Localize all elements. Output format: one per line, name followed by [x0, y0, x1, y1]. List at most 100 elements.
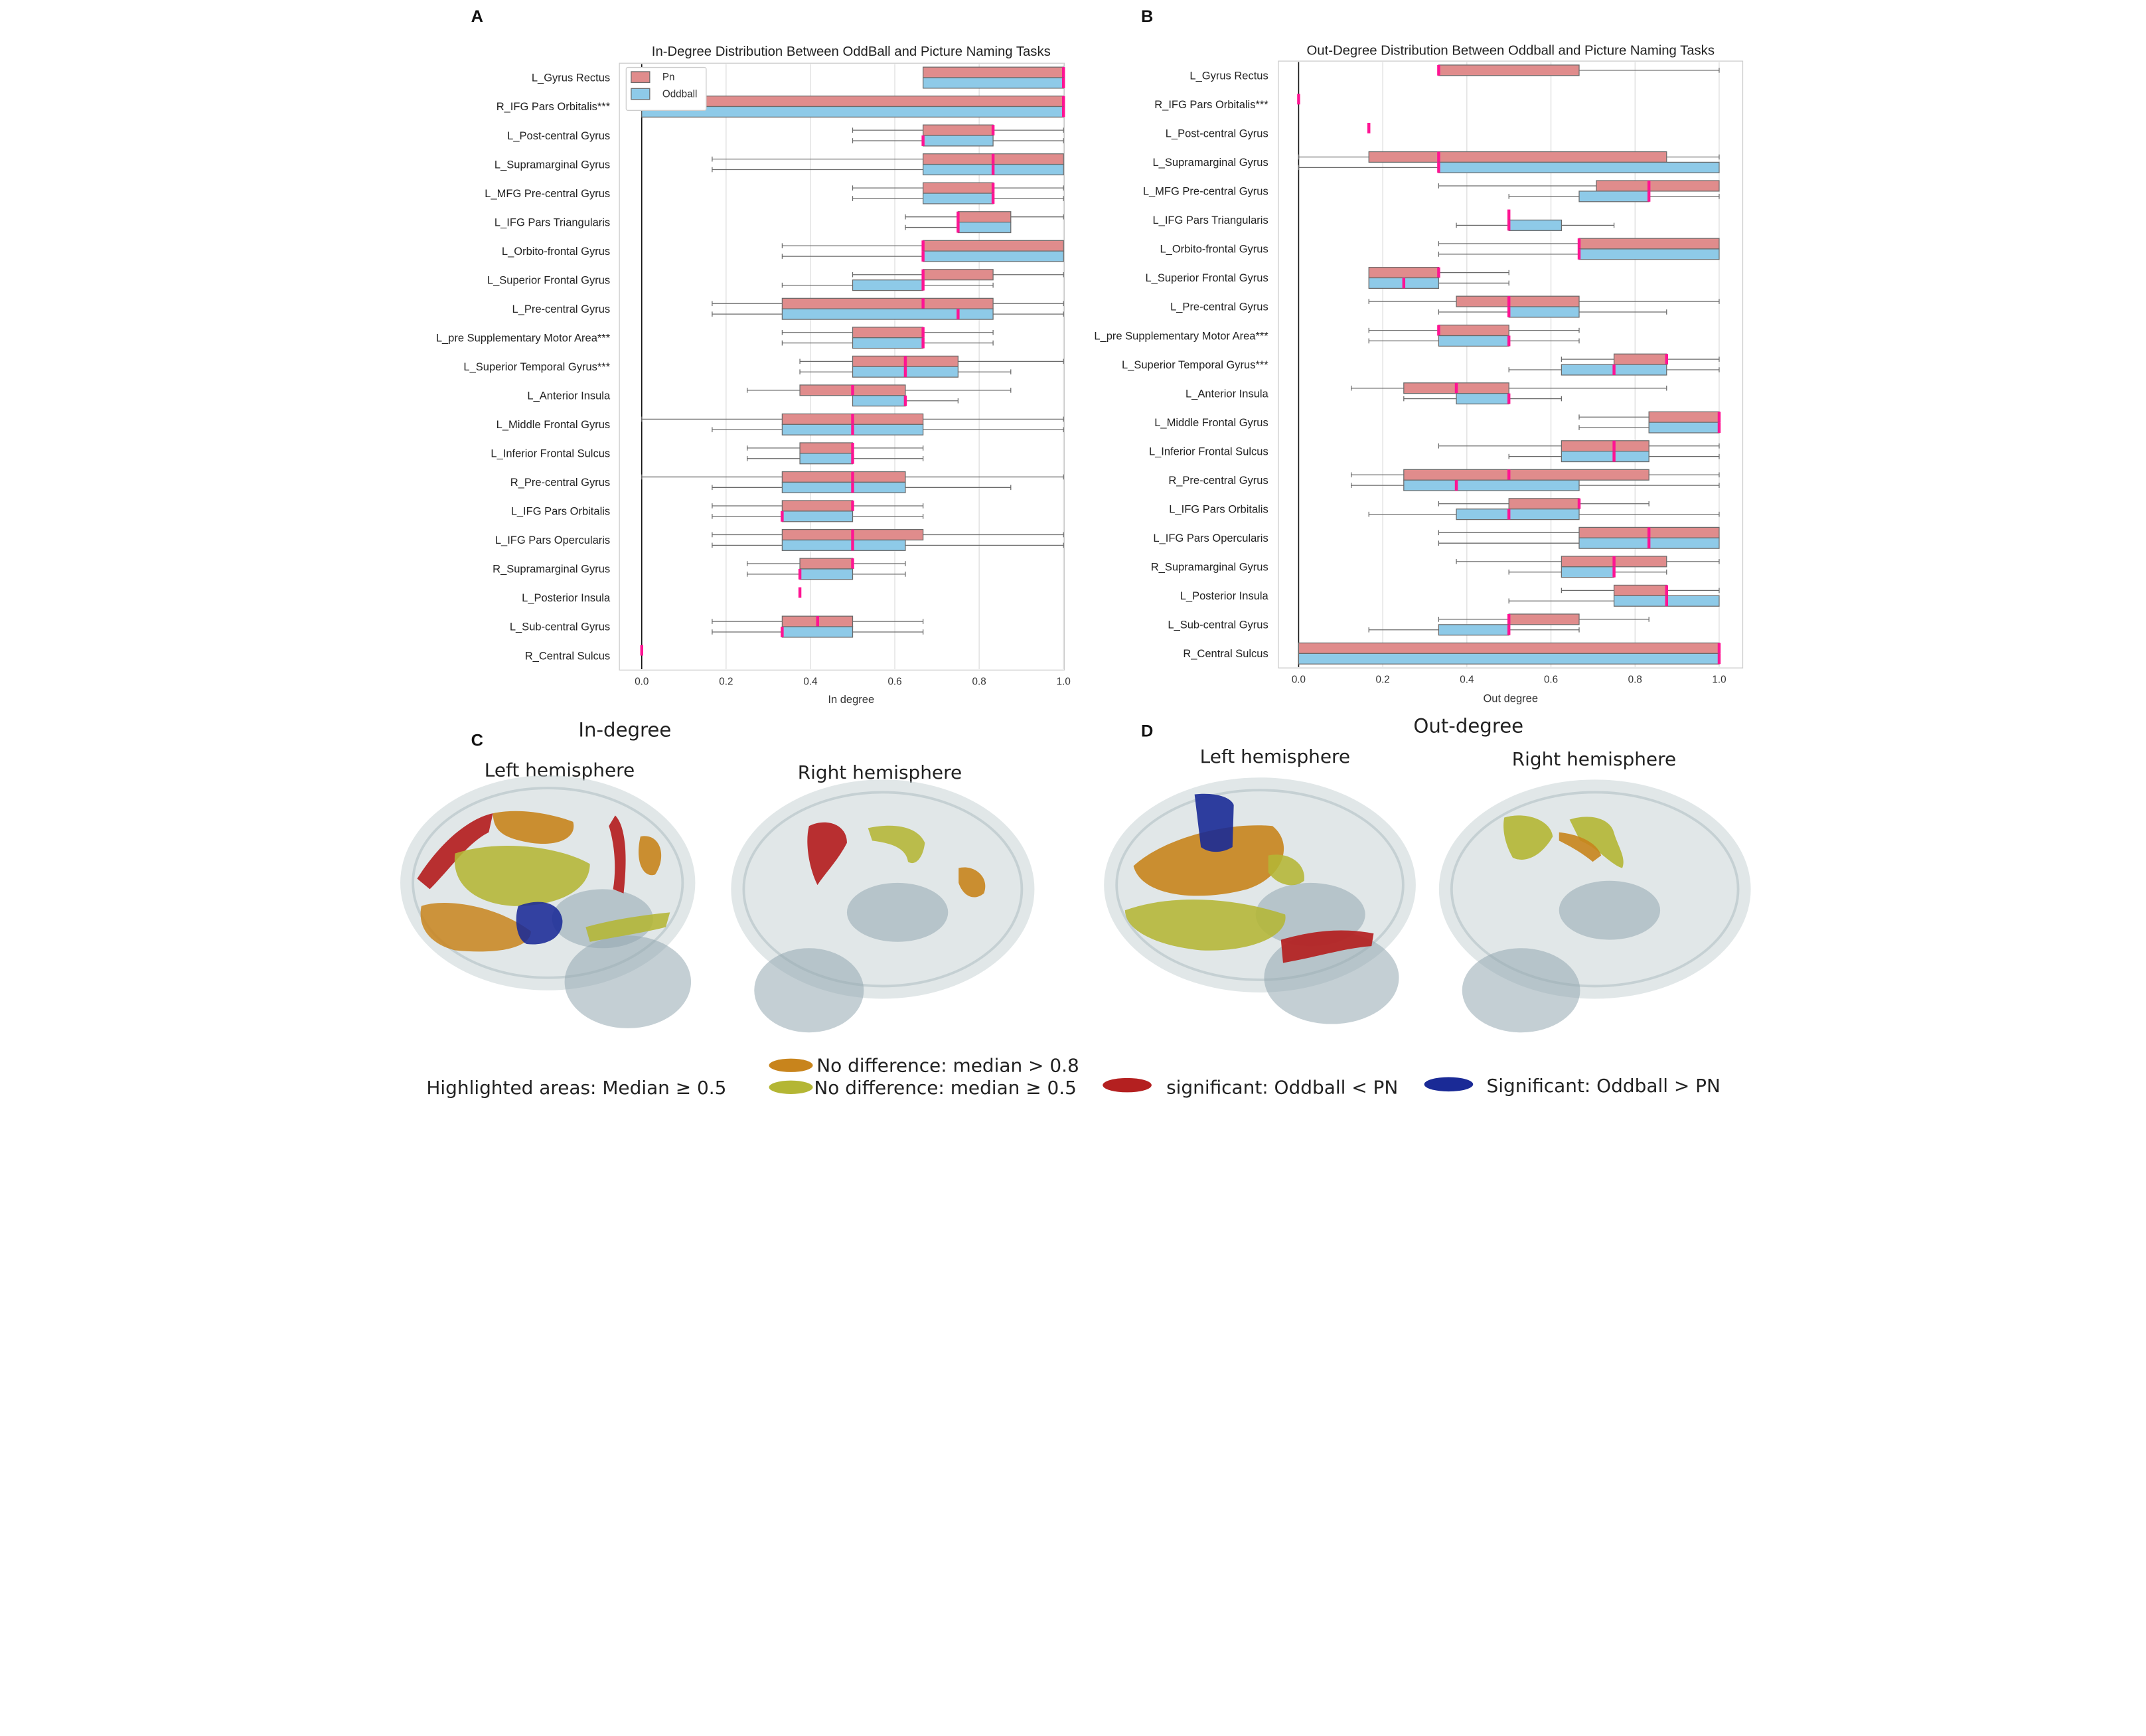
box-oddball: [1438, 161, 1720, 173]
box-pn: [781, 297, 994, 309]
key-label-sig-greater: Significant: Oddball > PN: [1487, 1075, 1721, 1097]
y-tick-label: L_Post-central Gyrus: [507, 130, 610, 142]
brain-glass-outline: [742, 791, 1024, 988]
box-oddball: [1456, 509, 1580, 520]
y-tick-label: R_Supramarginal Gyrus: [1151, 562, 1268, 574]
key-swatch-no-diff-mid: [769, 1080, 813, 1094]
region-sig-less-shape: [417, 813, 493, 890]
y-tick-label: L_IFG Pars Opercularis: [1153, 532, 1268, 544]
box-pn: [1298, 642, 1720, 655]
region-no-diff-mid-shape: [454, 846, 590, 906]
y-tick-label: L_Posterior Insula: [1180, 590, 1269, 602]
region-sig-greater-shape: [1194, 793, 1234, 852]
cerebellum-shape: [754, 948, 864, 1033]
x-tick-label: 0.8: [1628, 674, 1642, 685]
box-oddball: [1561, 566, 1615, 578]
x-tick-label: 0.2: [1376, 674, 1390, 685]
box-oddball: [781, 539, 906, 551]
panel-letter-a: A: [471, 7, 483, 26]
box-pn: [922, 182, 994, 194]
box-pn: [799, 558, 854, 570]
box-pn: [799, 442, 854, 454]
box-oddball: [1578, 191, 1649, 202]
region-no-diff-mid-shape: [1124, 900, 1286, 951]
y-tick-label: L_Superior Frontal Gyrus: [1145, 272, 1268, 284]
brain-c-left: [400, 775, 696, 1028]
key-caption: Highlighted areas: Median ≥ 0.5: [426, 1077, 726, 1099]
y-tick-label: L_Middle Frontal Gyrus: [1154, 417, 1268, 429]
x-tick-label: 0.6: [887, 676, 901, 688]
box-oddball: [781, 308, 994, 320]
x-tick-label: 0.0: [635, 676, 649, 688]
panel-letter-c: C: [471, 732, 483, 750]
region-no-diff-high-shape: [1133, 825, 1284, 896]
region-no-diff-mid-shape: [1503, 815, 1553, 860]
y-tick-label: R_Supramarginal Gyrus: [493, 564, 610, 576]
box-pn: [1508, 498, 1580, 510]
box-oddball: [1508, 219, 1563, 231]
y-tick-label: L_Posterior Insula: [522, 592, 611, 604]
box-pn: [922, 66, 1064, 78]
region-sig-less-shape: [609, 815, 626, 894]
box-pn: [1648, 411, 1720, 423]
y-tick-label: R_Pre-central Gyrus: [1168, 475, 1268, 487]
y-tick-label: R_Central Sulcus: [1183, 648, 1268, 660]
x-tick-label: 1.0: [1712, 674, 1726, 685]
box-oddball: [1648, 422, 1720, 434]
box-oddball: [852, 337, 924, 349]
box-pn: [957, 211, 1012, 223]
x-tick-label: 0.0: [1292, 674, 1306, 685]
brain-glass-outline: [1450, 791, 1740, 988]
y-tick-label: L_pre Supplementary Motor Area***: [1094, 330, 1268, 342]
region-no-diff-mid-shape: [1268, 854, 1304, 886]
x-tick-label: 0.6: [1544, 674, 1558, 685]
box-pn: [1578, 238, 1720, 250]
in-degree-title: In-degree: [578, 719, 671, 742]
box-oddball: [957, 221, 1012, 234]
x-tick-label: 0.4: [1460, 674, 1474, 685]
box-oddball: [922, 135, 994, 147]
box-pn: [1508, 613, 1580, 625]
box-pn: [1613, 353, 1667, 365]
legend-swatch-pn: [631, 71, 651, 84]
y-tick-label: L_Pre-central Gyrus: [1170, 301, 1268, 313]
deep-structure-shape: [846, 882, 949, 942]
cerebellum-shape: [1462, 948, 1580, 1033]
brain-c-right: [731, 779, 1035, 1033]
y-tick-label: L_Supramarginal Gyrus: [495, 159, 610, 171]
region-no-diff-mid-shape: [585, 912, 670, 942]
y-tick-label: L_pre Supplementary Motor Area***: [436, 332, 611, 344]
key-swatch-no-diff-high: [769, 1058, 813, 1072]
key-label-no-diff-mid: No difference: median ≥ 0.5: [814, 1077, 1077, 1099]
key-swatch-sig-less: [1103, 1077, 1152, 1093]
legend-label-oddball: Oddball: [662, 89, 697, 100]
chart-b-xlabel: Out degree: [1483, 693, 1538, 705]
region-no-diff-high-shape: [1559, 832, 1602, 862]
box-oddball: [781, 626, 854, 638]
box-pn: [1368, 151, 1667, 163]
chart-in-degree: In-Degree Distribution Between OddBall a…: [436, 44, 1071, 706]
region-no-diff-high-shape: [420, 903, 531, 952]
legend-swatch-oddball: [631, 88, 651, 100]
deep-structure-shape: [1255, 882, 1365, 947]
d-left-hemisphere-label: Left hemisphere: [1200, 746, 1350, 767]
box-pn: [1456, 295, 1580, 307]
key-label-sig-less: significant: Oddball < PN: [1166, 1076, 1398, 1098]
box-oddball: [1456, 392, 1509, 405]
box-oddball: [1403, 479, 1580, 491]
box-pn: [922, 124, 994, 136]
d-right-hemisphere-label: Right hemisphere: [1512, 748, 1676, 770]
x-tick-label: 0.4: [803, 676, 818, 688]
x-tick-label: 1.0: [1057, 676, 1071, 688]
chart-a-title: In-Degree Distribution Between OddBall a…: [652, 44, 1051, 59]
y-tick-label: L_Superior Temporal Gyrus***: [463, 361, 610, 373]
chart-a-xlabel: In degree: [828, 694, 874, 706]
box-pn: [781, 471, 906, 483]
box-oddball: [799, 453, 854, 465]
y-tick-label: L_Inferior Frontal Sulcus: [491, 448, 610, 460]
y-tick-label: L_Post-central Gyrus: [1166, 128, 1268, 140]
box-oddball: [1578, 248, 1720, 260]
box-oddball: [781, 511, 854, 522]
color-key: Highlighted areas: Median ≥ 0.5 No diffe…: [426, 1054, 1720, 1099]
y-tick-label: L_Inferior Frontal Sulcus: [1149, 445, 1268, 457]
